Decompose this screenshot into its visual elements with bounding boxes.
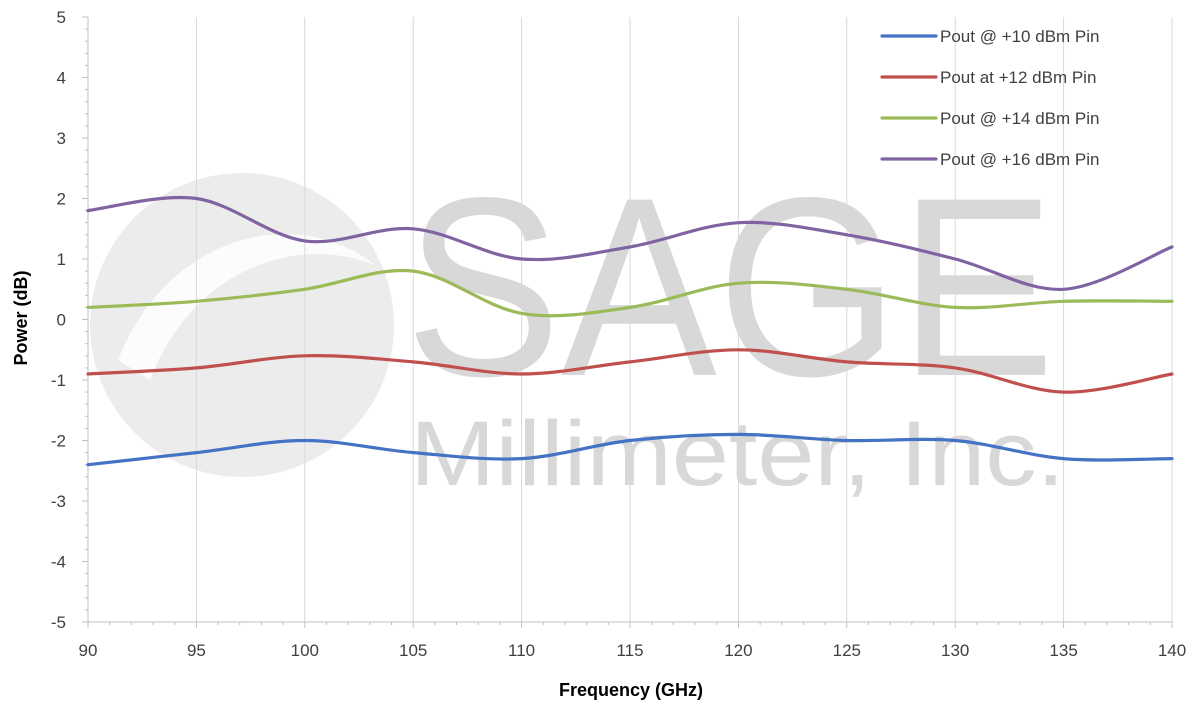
legend-label-2: Pout at +12 dBm Pin — [940, 68, 1096, 87]
x-tick-label: 135 — [1049, 641, 1077, 660]
y-tick-label: -3 — [51, 492, 66, 511]
axis-titles: Frequency (GHz) Power (dB) — [11, 270, 703, 700]
y-tick-label: 2 — [57, 190, 66, 209]
y-tick-label: -5 — [51, 613, 66, 632]
legend-label-4: Pout @ +16 dBm Pin — [940, 150, 1099, 169]
y-tick-label: 3 — [57, 129, 66, 148]
y-tick-label: 0 — [57, 311, 66, 330]
axes: -5 -4 -3 -2 -1 0 1 2 3 4 5 90 95 100 105 110 115 120 125 13… — [51, 8, 1186, 660]
legend-label-1: Pout @ +10 dBm Pin — [940, 27, 1099, 46]
x-tick-label: 95 — [187, 641, 206, 660]
series-lines — [86, 195, 1174, 467]
series-line-2 — [86, 348, 1174, 394]
y-tick-label: 4 — [57, 69, 66, 88]
series-line-4 — [86, 195, 1174, 291]
x-tick-label: 110 — [508, 641, 535, 660]
y-axis-title: Power (dB) — [11, 270, 31, 365]
x-tick-label: 140 — [1158, 641, 1186, 660]
y-tick-label: 1 — [57, 250, 66, 269]
x-tick-label: 130 — [941, 641, 969, 660]
legend-label-3: Pout @ +14 dBm Pin — [940, 109, 1099, 128]
y-tick-label: 5 — [57, 8, 66, 27]
legend: Pout @ +10 dBm Pin Pout at +12 dBm Pin Pou… — [880, 27, 1099, 169]
y-tick-label: -2 — [51, 432, 66, 451]
x-tick-label: 125 — [833, 641, 861, 660]
x-tick-label: 115 — [616, 641, 643, 660]
series-line-3 — [86, 268, 1174, 318]
watermark-swoosh — [118, 234, 375, 380]
x-tick-label: 100 — [291, 641, 319, 660]
watermark-company: Millimeter, Inc. — [410, 403, 1065, 505]
x-axis-title: Frequency (GHz) — [559, 680, 703, 700]
series-line-1 — [86, 432, 1174, 467]
x-tick-label: 90 — [79, 641, 98, 660]
y-tick-label: -1 — [51, 371, 66, 390]
grid — [195, 17, 1173, 622]
watermark-brand: SAGE — [405, 145, 1055, 430]
y-tick-label: -4 — [51, 553, 66, 572]
x-tick-label: 120 — [724, 641, 752, 660]
watermark-logo: SAGE Millimeter, Inc. — [90, 145, 1065, 505]
x-tick-label: 105 — [399, 641, 427, 660]
